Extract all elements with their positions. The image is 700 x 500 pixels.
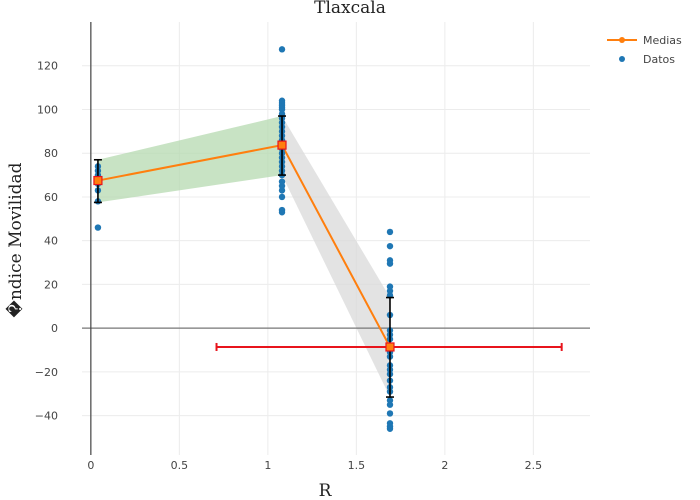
x-tick-label: 1.5 <box>348 459 366 472</box>
y-tick-label: −40 <box>35 410 58 423</box>
y-tick-label: 60 <box>44 191 58 204</box>
datos-point <box>386 425 394 432</box>
datos-point <box>386 401 394 408</box>
confidence-band-2 <box>282 116 390 398</box>
datos-point <box>386 410 394 417</box>
legend[interactable]: Medias Datos <box>607 34 682 66</box>
legend-medias-label: Medias <box>643 34 682 47</box>
mean-marker <box>93 175 103 186</box>
datos-point <box>278 182 286 190</box>
mean-marker <box>277 140 287 150</box>
datos-point <box>386 228 394 236</box>
y-tick-label: 120 <box>37 60 58 73</box>
datos-point <box>386 242 394 250</box>
datos-point <box>386 260 394 267</box>
y-tick-label: 100 <box>37 103 58 116</box>
chart-title: Tlaxcala <box>314 0 386 18</box>
datos-point <box>278 206 286 214</box>
confidence-bands <box>97 116 390 398</box>
datos-point <box>278 187 286 194</box>
datos-point <box>94 224 102 231</box>
datos-point <box>278 178 286 185</box>
datos-point <box>278 193 286 201</box>
mean-markers <box>93 140 395 352</box>
y-tick-label: 0 <box>51 322 58 335</box>
x-tick-label: 2.5 <box>525 459 543 472</box>
legend-datos-label: Datos <box>643 53 675 66</box>
datos-point <box>386 287 394 295</box>
datos-point <box>278 46 286 53</box>
y-axis-title: �ndice Movilidad <box>5 162 26 317</box>
x-axis-title: R <box>319 481 333 500</box>
legend-medias-marker-icon <box>619 37 625 43</box>
x-tick-label: 0.5 <box>171 459 189 472</box>
y-tick-label: 40 <box>44 235 58 248</box>
legend-item-datos[interactable]: Datos <box>619 53 675 66</box>
y-tick-label: 80 <box>44 147 58 160</box>
legend-datos-marker-icon <box>619 56 625 62</box>
legend-item-medias[interactable]: Medias <box>607 34 682 47</box>
confidence-band-1 <box>97 116 283 203</box>
x-tick-label: 2 <box>441 459 448 472</box>
tick-labels: 0 0.5 1 1.5 2 2.5 −40 −20 0 20 40 60 80 100 120 <box>35 60 542 472</box>
x-tick-label: 1 <box>264 459 271 472</box>
y-tick-label: −20 <box>35 366 58 379</box>
mean-marker <box>385 342 395 352</box>
datos-point <box>386 397 394 404</box>
datos-point <box>278 97 286 104</box>
y-tick-label: 20 <box>44 278 58 291</box>
datos-point <box>386 283 394 290</box>
x-tick-label: 0 <box>87 459 94 472</box>
